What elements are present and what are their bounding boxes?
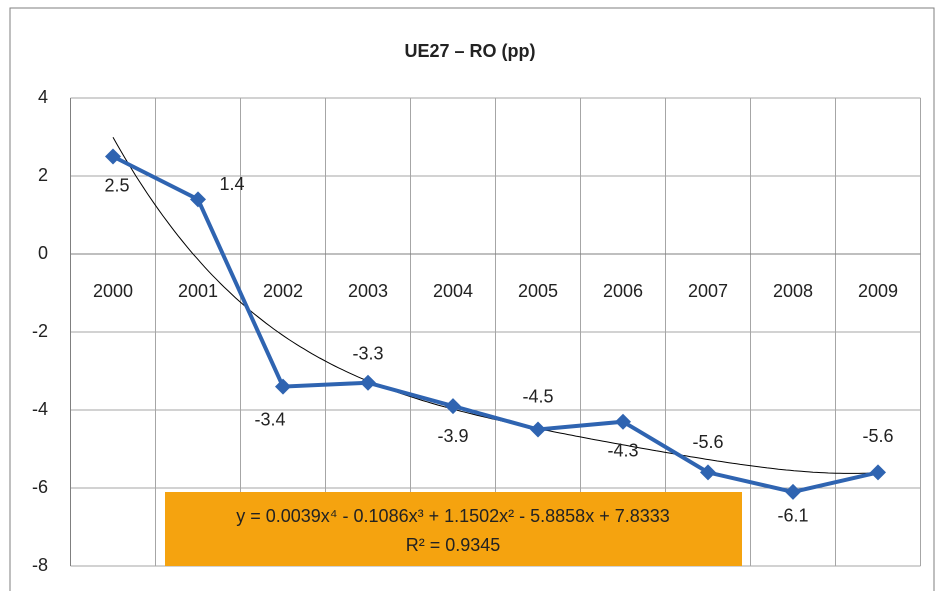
chart-title: UE27 – RO (pp) <box>404 41 535 61</box>
data-label: -4.3 <box>607 440 638 460</box>
data-label: 2.5 <box>104 175 129 195</box>
data-label: -3.9 <box>437 426 468 446</box>
point-marker <box>785 483 801 500</box>
y-tick-label: -4 <box>32 399 48 419</box>
y-tick-label: 0 <box>38 243 48 263</box>
y-tick-label: 4 <box>38 87 48 107</box>
trendline-equation: y = 0.0039x⁴ - 0.1086x³ + 1.1502x² - 5.8… <box>236 506 670 526</box>
data-label: -4.5 <box>522 386 553 406</box>
trendline-r2: R² = 0.9345 <box>406 535 501 555</box>
data-label: 1.4 <box>219 174 244 194</box>
data-label: -3.4 <box>254 409 285 429</box>
y-tick-label: -6 <box>32 477 48 497</box>
point-marker <box>445 398 461 415</box>
series-line <box>112 154 879 494</box>
point-marker <box>190 191 206 208</box>
x-tick-label: 2002 <box>263 281 303 301</box>
point-marker <box>275 378 291 395</box>
point-marker <box>360 374 376 391</box>
data-label: -5.6 <box>692 432 723 452</box>
x-tick-label: 2006 <box>603 281 643 301</box>
x-tick-label: 2003 <box>348 281 388 301</box>
y-tick-label: 2 <box>38 165 48 185</box>
point-marker <box>530 421 546 438</box>
x-tick-label: 2000 <box>93 281 133 301</box>
point-marker <box>870 464 886 481</box>
x-tick-label: 2004 <box>433 281 473 301</box>
data-label: -5.6 <box>862 426 893 446</box>
x-tick-label: 2009 <box>858 281 898 301</box>
x-tick-label: 2007 <box>688 281 728 301</box>
point-marker <box>615 413 631 430</box>
equation-box <box>165 492 742 566</box>
data-label: -3.3 <box>352 343 383 363</box>
point-marker <box>105 148 121 165</box>
y-tick-label: -2 <box>32 321 48 341</box>
point-marker <box>700 464 716 481</box>
y-tick-label: -8 <box>32 555 48 575</box>
x-tick-label: 2008 <box>773 281 813 301</box>
x-tick-label: 2005 <box>518 281 558 301</box>
x-tick-label: 2001 <box>178 281 218 301</box>
data-label: -6.1 <box>777 506 808 526</box>
